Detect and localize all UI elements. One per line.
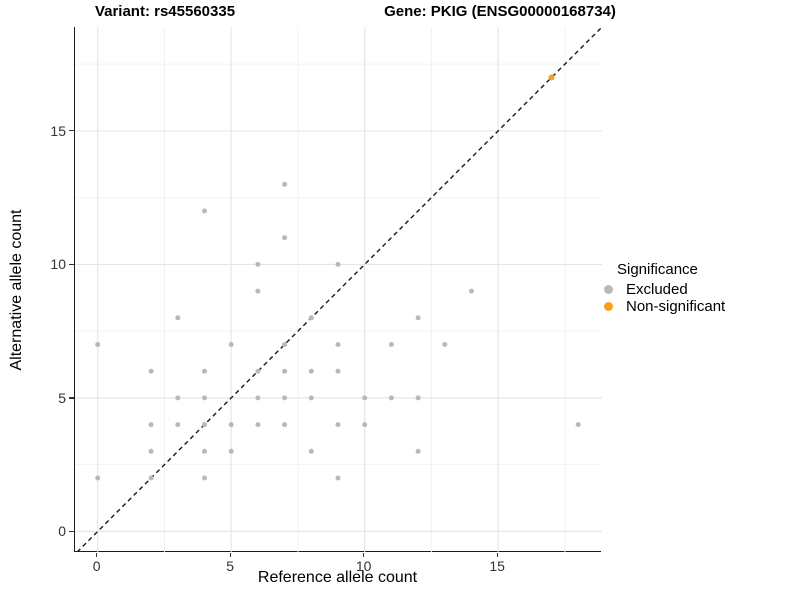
x-tick-mark — [96, 552, 98, 557]
data-point-excluded — [95, 342, 101, 347]
data-point-excluded — [388, 342, 394, 347]
y-tick-mark — [69, 130, 74, 132]
data-point-excluded — [148, 368, 154, 374]
y-tick-mark — [69, 397, 74, 399]
data-point-excluded — [282, 422, 288, 428]
legend: Significance Excluded Non-significant — [602, 261, 725, 315]
data-point-excluded — [442, 342, 448, 347]
plot-panel — [74, 27, 602, 552]
data-point-excluded — [415, 315, 421, 321]
data-point-excluded — [255, 422, 261, 428]
data-point-excluded — [228, 422, 234, 428]
legend-dot-non-significant — [604, 302, 613, 311]
plot-canvas — [75, 27, 602, 552]
data-point-excluded — [228, 342, 234, 347]
y-tick-mark — [69, 530, 74, 533]
x-tick-mark — [229, 552, 231, 557]
y-tick-label: 10 — [50, 256, 66, 273]
y-tick-label: 5 — [58, 389, 66, 406]
data-point-excluded — [202, 448, 207, 454]
data-point-excluded — [202, 208, 207, 214]
legend-item-excluded: Excluded — [602, 281, 725, 298]
legend-items: Excluded Non-significant — [602, 281, 725, 315]
data-point-excluded — [308, 315, 314, 321]
x-tick-label: 10 — [355, 558, 372, 574]
legend-label-excluded: Excluded — [626, 281, 688, 298]
gene-title: Gene: PKIG (ENSG00000168734) — [384, 3, 616, 20]
x-tick-mark — [363, 552, 365, 557]
legend-title: Significance — [617, 261, 698, 278]
data-point-excluded — [95, 475, 101, 481]
y-axis-title: Alternative allele count — [8, 209, 25, 371]
data-point-excluded — [282, 395, 288, 401]
variant-title: Variant: rs45560335 — [94, 3, 236, 20]
data-point-excluded — [388, 395, 394, 401]
data-point-excluded — [362, 422, 368, 428]
data-point-excluded — [202, 475, 207, 481]
identity-line — [76, 27, 602, 552]
data-point-excluded — [308, 448, 314, 454]
data-point-excluded — [282, 181, 288, 187]
data-point-non-significant — [548, 74, 555, 81]
data-point-excluded — [335, 475, 341, 481]
data-point-excluded — [148, 475, 154, 481]
data-point-excluded — [335, 342, 341, 347]
data-point-excluded — [362, 395, 368, 401]
x-tick-label: 5 — [226, 558, 235, 574]
data-point-excluded — [255, 368, 261, 374]
data-point-excluded — [148, 448, 154, 454]
data-point-excluded — [175, 395, 181, 401]
data-point-excluded — [415, 395, 421, 401]
data-point-excluded — [469, 288, 474, 294]
data-point-excluded — [202, 422, 207, 428]
y-tick-label: 15 — [50, 122, 66, 139]
y-tick-mark — [69, 263, 74, 265]
data-point-excluded — [335, 368, 341, 374]
data-point-excluded — [255, 395, 261, 401]
legend-item-non-significant: Non-significant — [602, 298, 725, 315]
data-point-excluded — [415, 448, 421, 454]
legend-label-non-significant: Non-significant — [626, 298, 726, 315]
data-point-excluded — [282, 342, 288, 347]
data-point-excluded — [282, 235, 288, 241]
y-tick-label: 0 — [58, 523, 66, 540]
data-point-excluded — [335, 261, 341, 267]
x-tick-mark — [496, 552, 498, 557]
data-point-excluded — [255, 261, 261, 267]
x-axis-title: Reference allele count — [257, 569, 418, 586]
data-point-excluded — [282, 368, 288, 374]
legend-dot-excluded — [604, 285, 613, 294]
data-point-excluded — [335, 422, 341, 428]
x-tick-label: 0 — [92, 558, 101, 574]
data-point-excluded — [575, 422, 581, 428]
data-point-excluded — [202, 395, 207, 401]
data-point-excluded — [202, 368, 207, 374]
data-point-excluded — [175, 422, 181, 428]
data-point-excluded — [148, 422, 154, 428]
data-point-excluded — [175, 315, 181, 321]
x-tick-label: 15 — [489, 558, 505, 574]
data-point-excluded — [228, 448, 234, 454]
data-point-excluded — [308, 395, 314, 401]
data-point-excluded — [255, 288, 261, 294]
data-point-excluded — [308, 368, 314, 374]
